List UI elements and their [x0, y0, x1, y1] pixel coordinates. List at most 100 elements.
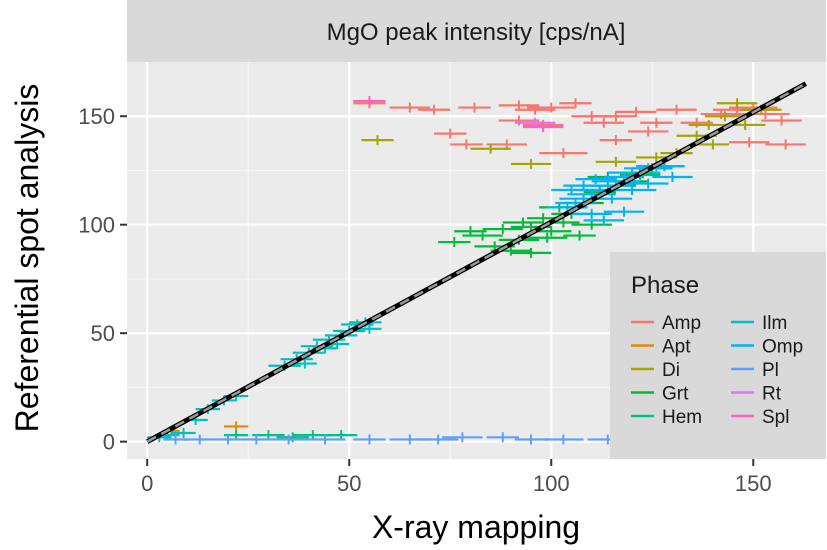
data-point	[240, 434, 273, 445]
data-point	[417, 104, 451, 115]
x-tick-label: 150	[735, 471, 772, 496]
reference-line-dashed	[146, 82, 807, 443]
data-point	[502, 217, 544, 228]
data-point	[571, 208, 612, 219]
series-hem	[223, 430, 358, 443]
x-tick-label: 100	[533, 471, 570, 496]
data-point	[417, 434, 459, 445]
data-point	[652, 171, 693, 182]
data-point	[438, 237, 471, 248]
legend-label: Apt	[662, 337, 691, 358]
data-point	[442, 432, 483, 443]
y-tick-label: 150	[78, 104, 115, 129]
legend-label: Ilm	[762, 313, 787, 334]
data-point	[454, 226, 487, 237]
data-point	[583, 117, 624, 128]
data-point	[527, 102, 576, 113]
data-point	[292, 358, 317, 369]
data-point	[514, 434, 548, 445]
data-point	[640, 117, 673, 128]
x-tick-label: 50	[337, 471, 361, 496]
data-point	[272, 434, 305, 445]
data-point	[510, 158, 552, 169]
legend-label: Di	[662, 360, 680, 381]
data-point	[680, 117, 713, 128]
facet-strip	[127, 0, 826, 62]
legend-item-pl: Pl	[731, 360, 779, 381]
data-point	[498, 115, 540, 126]
legend-item-hem: Hem	[631, 407, 702, 428]
data-point	[599, 135, 633, 146]
facet-strip-label: MgO peak intensity [cps/nA]	[327, 19, 626, 46]
legend-label: Grt	[662, 384, 689, 405]
reference-line	[146, 81, 807, 444]
legend-label: Rt	[762, 384, 782, 405]
data-point	[361, 135, 394, 146]
y-tick-label: 100	[78, 213, 115, 238]
legend-item-ilm: Ilm	[731, 313, 787, 334]
y-axis-title: Referential spot analysis	[9, 84, 45, 433]
data-point	[458, 102, 491, 113]
legend-item-apt: Apt	[631, 337, 691, 358]
legend-label: Omp	[762, 337, 803, 358]
legend-label: Spl	[762, 407, 789, 428]
data-point	[595, 156, 637, 167]
data-point	[551, 184, 592, 195]
x-axis-title: X-ray mapping	[372, 509, 580, 545]
data-point	[450, 139, 483, 150]
data-point	[389, 102, 431, 113]
data-point	[357, 323, 382, 334]
data-point	[575, 174, 616, 185]
data-point	[482, 224, 523, 235]
data-point	[628, 126, 669, 137]
y-tick-label: 0	[103, 430, 115, 455]
data-point	[434, 128, 467, 139]
legend-item-di: Di	[631, 360, 680, 381]
data-point	[559, 98, 592, 109]
legend-background	[610, 252, 826, 459]
legend-item-omp: Omp	[731, 337, 803, 358]
data-point	[628, 178, 669, 189]
data-point	[696, 139, 730, 150]
data-point	[539, 148, 588, 159]
data-point	[615, 106, 657, 117]
data-point	[603, 206, 645, 217]
data-point	[527, 232, 568, 243]
data-point	[486, 432, 519, 443]
data-point	[729, 137, 770, 148]
data-point	[276, 432, 309, 443]
legend-item-spl: Spl	[731, 407, 789, 428]
data-point	[688, 119, 730, 130]
legend-item-grt: Grt	[631, 384, 689, 405]
data-point	[223, 421, 249, 432]
data-point	[353, 434, 386, 445]
data-point	[304, 434, 346, 445]
data-point	[215, 434, 241, 445]
legend-title: Phase	[631, 272, 699, 299]
data-point	[765, 139, 806, 150]
data-point	[607, 184, 657, 195]
data-point	[470, 143, 511, 154]
data-point	[563, 230, 596, 241]
series-spl	[353, 96, 564, 133]
data-point	[543, 434, 584, 445]
x-tick-label: 0	[141, 471, 153, 496]
data-point	[353, 96, 386, 107]
legend-label: Amp	[662, 313, 701, 334]
data-point	[583, 215, 624, 226]
series-omp	[547, 161, 693, 226]
data-point	[510, 247, 552, 258]
data-point	[171, 427, 196, 438]
axes: 0 50 100 150 0 50 100 150	[78, 104, 771, 496]
data-point	[704, 111, 746, 122]
data-point	[656, 104, 697, 115]
legend-item-amp: Amp	[631, 313, 701, 334]
data-point	[522, 122, 564, 133]
data-point	[183, 434, 216, 445]
y-tick-label: 50	[91, 321, 115, 346]
legend-item-rt: Rt	[731, 384, 782, 405]
data-point	[514, 104, 556, 115]
